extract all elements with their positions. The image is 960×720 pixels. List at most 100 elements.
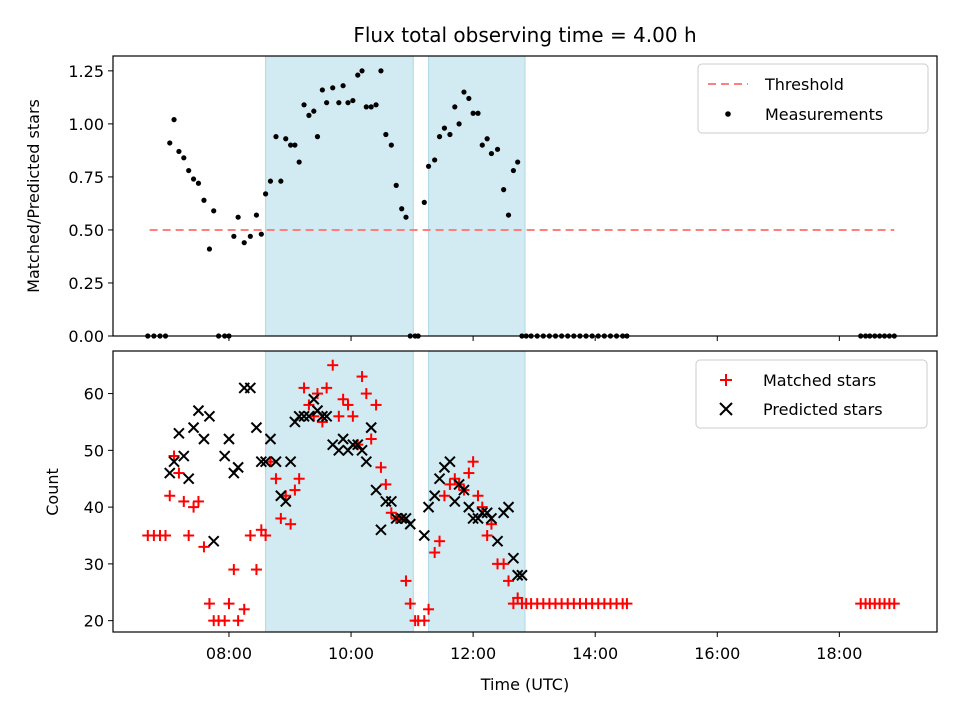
predicted-star-marker [356, 444, 368, 457]
measurement-point [206, 246, 213, 252]
predicted-star-marker [428, 490, 441, 502]
matched-star-marker [888, 598, 900, 610]
y-tick-label: 0.25 [68, 274, 104, 293]
legend-predicted-label: Predicted stars [763, 400, 883, 419]
predicted-star-marker [502, 501, 515, 513]
matched-star-marker [168, 450, 180, 462]
matched-star-marker [275, 512, 287, 524]
y-tick-label: 30 [84, 555, 104, 574]
bottom-y-axis: 20 30 40 50 60 [84, 385, 113, 631]
measurement-point [479, 142, 485, 148]
matched-star-marker [498, 558, 510, 570]
matched-star-marker [476, 501, 488, 513]
measurement-point [330, 85, 336, 91]
predicted-star-marker [264, 433, 277, 445]
x-tick-label: 18:00 [816, 644, 862, 663]
measurement-point [350, 97, 356, 104]
predicted-star-marker [255, 455, 268, 468]
observing-window-band [428, 55, 526, 337]
matched-star-marker [232, 615, 244, 627]
measurement-point [501, 187, 507, 193]
matched-star-marker [203, 598, 215, 610]
matched-star-marker [178, 495, 190, 507]
matched-star-marker [621, 598, 633, 610]
measurement-point [383, 131, 389, 138]
measurement-point [345, 100, 351, 106]
legend-measurements-label: Measurements [765, 105, 883, 124]
measurement-point [235, 214, 241, 220]
matched-star-marker [400, 575, 412, 587]
measurement-point [421, 199, 427, 205]
matched-star-marker [463, 467, 475, 479]
bottom-x-axis: 08:00 10:00 12:00 14:00 16:00 18:00 [206, 632, 862, 663]
predicted-star-marker [182, 473, 195, 485]
measurement-point [211, 208, 217, 214]
x-tick-label: 08:00 [206, 644, 252, 663]
measurement-point [505, 212, 512, 218]
measurement-point [461, 89, 467, 95]
legend-threshold-label: Threshold [764, 75, 844, 94]
measurement-point [258, 231, 264, 237]
predicted-star-marker [491, 535, 504, 547]
predicted-star-marker [511, 569, 524, 581]
legend-predicted-swatch [719, 402, 733, 416]
matched-star-marker [429, 547, 441, 559]
matched-star-marker [327, 359, 339, 371]
measurement-point [241, 240, 247, 246]
x-tick-label: 12:00 [450, 644, 496, 663]
matched-star-marker [255, 524, 267, 536]
measurement-point [340, 83, 346, 89]
measurement-point [262, 191, 269, 197]
predicted-star-marker [337, 433, 349, 445]
y-tick-label: 50 [84, 441, 104, 460]
measurement-point [167, 140, 173, 146]
bottom-panel: 20 30 40 50 60 08:00 10:00 12:00 14:00 16:00 18:0… [43, 350, 938, 694]
x-tick-label: 16:00 [694, 644, 740, 663]
y-tick-label: 20 [84, 612, 104, 631]
measurement-point [190, 176, 197, 182]
top-y-axis-label: Matched/Predicted stars [24, 99, 43, 293]
matched-star-marker [293, 473, 305, 485]
measurement-point [314, 134, 321, 140]
matched-star-marker [503, 575, 515, 587]
matched-star-marker [481, 529, 493, 541]
matched-star-marker [250, 564, 262, 576]
measurement-point [195, 180, 202, 186]
legend-measurements-swatch [725, 111, 731, 117]
matched-star-marker [347, 410, 359, 422]
measurement-point [425, 163, 432, 169]
predicted-star-marker [250, 421, 263, 434]
matched-star-marker [223, 598, 235, 610]
matched-star-marker [380, 478, 392, 490]
matched-star-marker [311, 388, 323, 400]
predicted-star-marker [284, 455, 297, 468]
matched-star-marker [244, 529, 256, 541]
predicted-star-marker [198, 433, 210, 445]
predicted-star-marker [303, 410, 315, 422]
matched-star-marker [423, 603, 435, 615]
predicted-star-marker [433, 473, 446, 485]
measurement-point [247, 233, 253, 239]
top-axes-frame [112, 55, 938, 337]
matched-star-marker [365, 433, 377, 445]
predicted-star-marker [187, 421, 200, 434]
bottom-legend: Matched stars Predicted stars [695, 359, 928, 429]
predicted-star-marker [385, 495, 398, 508]
matched-star-marker [418, 615, 430, 627]
predicted-star-marker [270, 455, 282, 468]
observing-window-band [265, 55, 414, 337]
predicted-star-marker [223, 433, 235, 445]
bottom-legend-box [695, 359, 928, 429]
predicted-star-marker [308, 393, 320, 405]
predicted-star-marker [347, 438, 359, 451]
top-panel: 0.00 0.25 0.50 0.75 1.00 1.25 Matched/Predict… [24, 55, 938, 346]
matched-star-marker [270, 473, 282, 485]
measurement-point [399, 206, 405, 212]
measurement-point [324, 100, 330, 106]
predicted-star-marker [444, 455, 456, 468]
matched-star-marker [188, 501, 200, 513]
top-y-axis: 0.00 0.25 0.50 0.75 1.00 1.25 [68, 62, 113, 346]
predicted-star-marker [463, 501, 475, 513]
measurement-point [484, 136, 490, 142]
measurement-point [267, 178, 274, 184]
